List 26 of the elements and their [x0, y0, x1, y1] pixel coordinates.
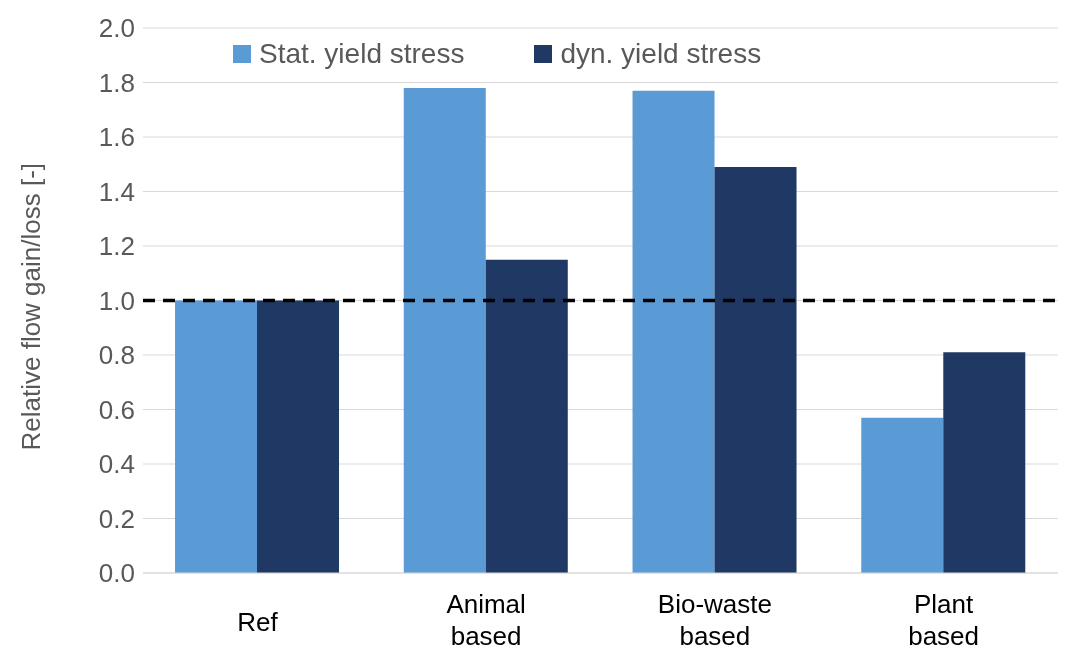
y-tick-label: 1.8: [98, 67, 135, 98]
bar: [403, 87, 486, 573]
y-tick-label: 0.2: [98, 503, 135, 534]
y-tick-label: 0.4: [98, 449, 135, 480]
y-tick-label: 0.8: [98, 340, 135, 371]
y-axis-title: Relative flow gain/loss [-]: [16, 162, 47, 451]
bar: [175, 300, 258, 573]
bar: [714, 166, 797, 573]
x-tick-label: Animal based: [446, 589, 526, 651]
x-tick-label: Bio-waste based: [657, 589, 772, 651]
bar: [861, 417, 944, 573]
legend-label: Stat. yield stress: [259, 38, 465, 70]
bar: [257, 300, 340, 573]
y-tick-label: 1.4: [98, 176, 135, 207]
y-tick-label: 0.6: [98, 394, 135, 425]
y-tick-label: 1.6: [98, 122, 135, 153]
legend-label: dyn. yield stress: [560, 38, 762, 70]
y-tick-label: 1.2: [98, 231, 135, 262]
y-tick-label: 0.0: [98, 558, 135, 589]
bar: [485, 259, 568, 573]
bar: [632, 90, 715, 573]
bar: [943, 352, 1026, 573]
x-tick-label: Ref: [237, 607, 279, 637]
y-tick-label: 2.0: [98, 13, 135, 44]
y-tick-label: 1.0: [98, 285, 135, 316]
x-tick-label: Plant based: [908, 589, 980, 651]
